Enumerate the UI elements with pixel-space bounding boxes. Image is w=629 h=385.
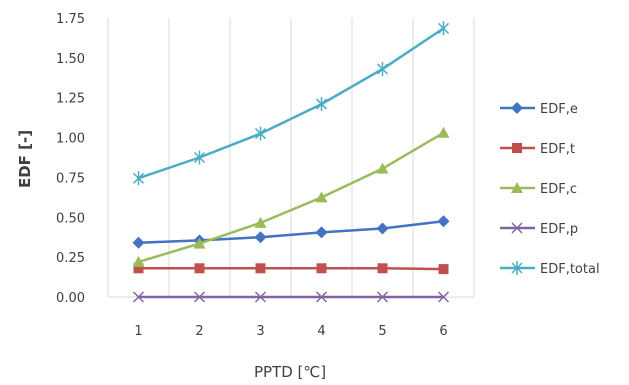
marker-stroke — [254, 291, 267, 303]
marker-stroke — [132, 291, 145, 303]
legend-label: EDF,t — [540, 142, 575, 157]
data-point-edf-total — [254, 126, 267, 141]
data-point-edf-total — [193, 150, 206, 165]
series-line-edf-c — [138, 131, 445, 264]
data-point-edf-t — [316, 263, 327, 274]
marker-stroke — [437, 291, 450, 303]
legend-marker — [511, 182, 523, 193]
series-group — [132, 21, 450, 303]
legend: EDF,e EDF,t EDF,c EDF,p EDF,total — [500, 102, 600, 277]
data-point-edf-e — [437, 215, 450, 228]
data-point-edf-t — [133, 263, 144, 274]
series-line-edf-e — [138, 220, 444, 245]
data-point-edf-t — [194, 263, 205, 274]
series-line-edf-t — [138, 267, 444, 271]
y-tick-label: 1.50 — [56, 52, 85, 67]
marker-stroke — [376, 291, 389, 303]
data-point-edf-total — [437, 21, 450, 36]
data-point-edf-e — [132, 236, 145, 249]
data-point-edf-total — [132, 171, 145, 186]
y-tick-label: 0.75 — [56, 171, 85, 186]
legend-item-edf-c: EDF,c — [500, 182, 577, 197]
data-point-edf-c — [132, 255, 145, 267]
data-point-edf-total — [315, 97, 328, 112]
data-point-edf-c — [437, 126, 450, 138]
data-point-edf-t — [438, 264, 449, 275]
data-point-edf-c — [315, 191, 328, 203]
y-axis-ticks: 0.00 0.25 0.50 0.75 1.00 1.25 1.50 1.75 — [56, 12, 85, 306]
y-tick-label: 1.25 — [56, 92, 85, 107]
data-point-edf-p — [132, 291, 145, 303]
data-point-edf-p — [376, 291, 389, 303]
legend-label: EDF,e — [540, 102, 578, 117]
data-point-edf-e — [315, 226, 328, 239]
y-tick-label: 1.00 — [56, 132, 85, 147]
series-edf-total — [132, 21, 450, 186]
y-axis-title: EDF [-] — [16, 130, 34, 188]
series-edf-e — [132, 215, 450, 249]
data-point-edf-t — [255, 263, 266, 274]
legend-label: EDF,c — [540, 182, 577, 197]
data-point-edf-e — [254, 231, 267, 244]
legend-label: EDF,total — [540, 262, 600, 277]
data-point-edf-total — [376, 62, 389, 77]
legend-marker — [511, 261, 523, 275]
legend-marker — [511, 102, 523, 114]
x-tick-label: 3 — [256, 324, 264, 339]
legend-item-edf-p: EDF,p — [500, 222, 578, 237]
series-line-edf-total — [138, 27, 445, 180]
data-point-edf-p — [193, 291, 206, 303]
legend-item-edf-t: EDF,t — [500, 142, 575, 157]
data-point-edf-c — [254, 216, 267, 228]
y-tick-label: 0.50 — [56, 211, 85, 226]
data-point-edf-p — [254, 291, 267, 303]
y-tick-label: 0.25 — [56, 251, 85, 266]
x-tick-label: 1 — [134, 324, 142, 339]
series-edf-p — [132, 291, 450, 303]
data-point-edf-c — [376, 162, 389, 174]
y-tick-label: 1.75 — [56, 12, 85, 27]
marker-stroke — [193, 291, 206, 303]
data-point-edf-p — [315, 291, 328, 303]
legend-item-edf-e: EDF,e — [500, 102, 578, 117]
x-tick-label: 4 — [317, 324, 325, 339]
x-axis-title: PPTD [℃] — [254, 363, 326, 381]
marker-stroke — [315, 291, 328, 303]
x-tick-label: 5 — [378, 324, 386, 339]
legend-marker — [512, 143, 522, 153]
legend-label: EDF,p — [540, 222, 578, 237]
marker-stroke — [511, 222, 523, 234]
y-tick-label: 0.00 — [56, 291, 85, 306]
x-tick-label: 6 — [439, 324, 447, 339]
x-tick-label: 2 — [195, 324, 203, 339]
series-edf-t — [133, 263, 449, 275]
series-edf-c — [132, 126, 450, 267]
data-point-edf-t — [377, 263, 388, 274]
x-axis-ticks: 1 2 3 4 5 6 — [134, 324, 447, 339]
legend-item-edf-total: EDF,total — [500, 261, 600, 277]
data-point-edf-c — [193, 237, 206, 249]
legend-marker — [511, 222, 523, 234]
data-point-edf-e — [376, 222, 389, 235]
data-point-edf-p — [437, 291, 450, 303]
gridlines — [107, 18, 475, 297]
